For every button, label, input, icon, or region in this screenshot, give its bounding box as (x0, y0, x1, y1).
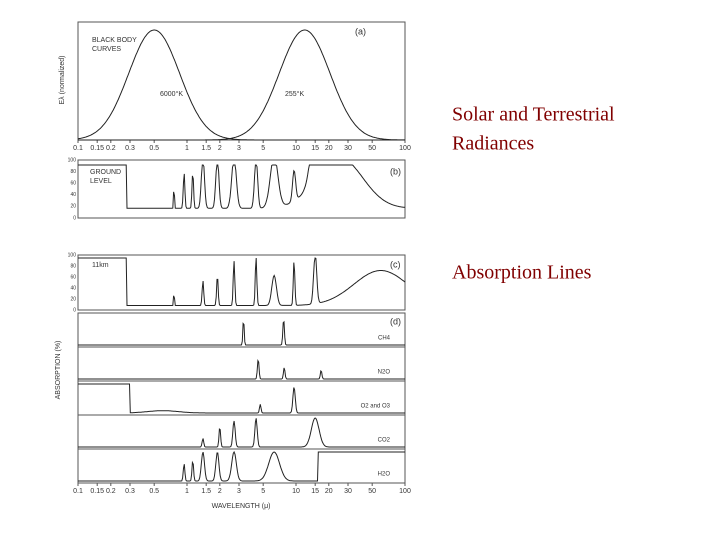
x-tick-label: 0.5 (149, 145, 159, 152)
gas-label: H2O (378, 472, 391, 478)
x-tick-label: 0.15 (90, 488, 104, 495)
y-tick-label: 0 (73, 215, 76, 221)
panel-d-frame (77, 312, 406, 484)
spectrum-d (78, 359, 405, 380)
x-tick-label: 30 (344, 145, 352, 152)
x-tick-label: 30 (344, 488, 352, 495)
x-tick-label: 100 (399, 488, 411, 495)
y-tick-label: 40 (70, 285, 76, 291)
spectrum-c (78, 257, 406, 306)
x-tick-label: 100 (399, 145, 411, 152)
panel-title: GROUND (90, 169, 121, 176)
caption: Absorption Lines (452, 262, 592, 284)
y-tick-label: 100 (68, 252, 77, 258)
panel-c-frame (77, 254, 406, 311)
x-tick-label: 1 (185, 488, 189, 495)
spectrum-d (78, 450, 405, 482)
y-axis-label: ABSORPTION (%) (55, 341, 62, 400)
x-tick-label: 2 (218, 488, 222, 495)
x-tick-label: 1.5 (201, 488, 211, 495)
x-tick-label: 1 (185, 145, 189, 152)
x-tick-label: 5 (261, 488, 265, 495)
x-axis-label: WAVELENGTH (μ) (212, 503, 271, 510)
x-tick-label: 10 (292, 488, 300, 495)
y-tick-label: 20 (70, 296, 76, 302)
blackbody-curve (78, 29, 406, 141)
y-tick-label: 0 (73, 307, 76, 313)
x-tick-label: 50 (368, 488, 376, 495)
blackbody-curve (77, 29, 405, 141)
y-tick-label: 80 (70, 263, 76, 269)
panel-b-frame (77, 159, 406, 219)
panel-title: BLACK BODY (92, 37, 137, 44)
gas-label: O2 and O3 (361, 404, 391, 410)
x-tick-label: 0.3 (125, 488, 135, 495)
y-tick-label: 80 (70, 169, 76, 175)
figure: (a) BLACK BODY CURVES 6000°K 255°K (b) G… (55, 21, 411, 510)
y-tick-label: 20 (70, 204, 76, 210)
y-tick-label: 100 (68, 157, 77, 163)
x-tick-label: 3 (237, 145, 241, 152)
panel-title: CURVES (92, 46, 121, 53)
x-tick-label: 1.5 (201, 145, 211, 152)
panel-label: (b) (390, 166, 401, 176)
y-axis-label: Eλ (normalized) (59, 55, 66, 104)
x-tick-label: 3 (237, 488, 241, 495)
panel-title: 11km (92, 262, 109, 269)
curve-label: 255°K (285, 90, 304, 98)
gas-label: CH4 (378, 336, 391, 342)
x-tick-label: 0.2 (106, 488, 116, 495)
spectrum-d (78, 383, 405, 414)
x-tick-label: 2 (218, 145, 222, 152)
x-tick-label: 0.1 (73, 488, 83, 495)
x-tick-label: 0.2 (106, 145, 116, 152)
y-tick-label: 40 (70, 192, 76, 198)
panel-label: (d) (390, 316, 401, 326)
x-tick-label: 50 (368, 145, 376, 152)
y-tick-label: 60 (70, 181, 76, 187)
curve-label: 6000°K (160, 90, 183, 98)
spectrum-d (78, 320, 405, 346)
x-tick-label: 0.1 (73, 145, 83, 152)
heading-line: Radiances (452, 133, 534, 155)
y-tick-label: 60 (70, 274, 76, 280)
gas-label: CO2 (378, 438, 391, 444)
panel-label: (a) (355, 26, 366, 36)
x-tick-label: 15 (311, 488, 319, 495)
x-tick-label: 0.15 (90, 145, 104, 152)
x-tick-label: 5 (261, 145, 265, 152)
panel-title: LEVEL (90, 178, 112, 185)
x-tick-label: 10 (292, 145, 300, 152)
spectrum-d (78, 417, 405, 448)
x-tick-label: 15 (311, 145, 319, 152)
spectrum-b (78, 164, 406, 209)
panel-label: (c) (390, 259, 401, 269)
gas-label: N2O (378, 370, 391, 376)
x-tick-label: 20 (325, 145, 333, 152)
x-tick-label: 20 (325, 488, 333, 495)
x-tick-label: 0.3 (125, 145, 135, 152)
heading-line: Solar and Terrestrial (452, 104, 615, 126)
x-tick-label: 0.5 (149, 488, 159, 495)
